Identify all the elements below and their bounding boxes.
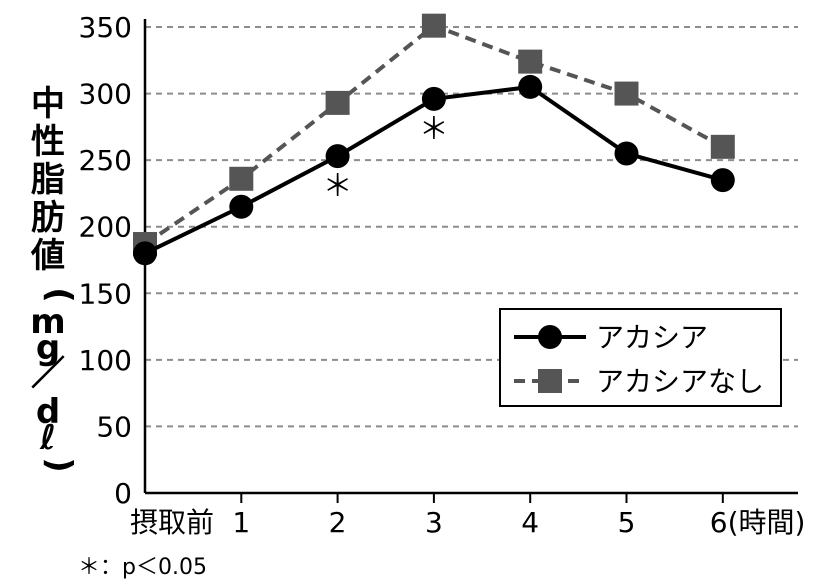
x-tick-label-1: 1 xyxy=(232,506,250,539)
significance-markers: ＊＊ xyxy=(323,112,449,204)
y-tick-label-50: 50 xyxy=(96,410,132,443)
point-1-6 xyxy=(710,134,735,159)
x-tick-label-6: 6(時間) xyxy=(710,506,806,539)
legend-marker-1 xyxy=(538,369,562,393)
y-label-char-3: 肪 xyxy=(31,198,65,238)
y-label-char-7: g xyxy=(36,328,60,368)
point-0-1 xyxy=(229,194,254,219)
point-0-6 xyxy=(710,168,735,193)
y-tick-label-350: 350 xyxy=(79,11,132,44)
x-tick-label-0: 摂取前 xyxy=(130,506,214,539)
x-tick-labels: 摂取前 1 2 3 4 5 6(時間) xyxy=(130,506,805,539)
point-0-3 xyxy=(421,86,446,111)
point-0-0 xyxy=(133,241,157,266)
legend-label-1: アカシアなし xyxy=(596,365,764,398)
point-0-4 xyxy=(518,74,543,99)
footnote: ＊：p＜0.05 xyxy=(78,555,207,580)
point-1-5 xyxy=(614,81,639,106)
y-tick-labels: 0 50 100 150 200 250 300 350 xyxy=(79,11,132,510)
significance-marker-1: ＊ xyxy=(419,112,449,147)
point-1-4 xyxy=(518,49,543,74)
axes xyxy=(143,19,798,503)
x-tick-label-4: 4 xyxy=(521,506,539,539)
y-tick-label-150: 150 xyxy=(79,277,132,310)
point-1-1 xyxy=(229,166,254,191)
series-layer xyxy=(133,13,735,266)
y-label-char-2: 脂 xyxy=(31,160,65,200)
y-tick-label-250: 250 xyxy=(79,144,132,177)
legend-label-0: アカシア xyxy=(596,321,708,354)
y-tick-label-200: 200 xyxy=(79,211,132,244)
y-tick-label-0: 0 xyxy=(114,477,132,510)
legend-marker-0 xyxy=(538,325,562,349)
y-label-char-5: ( xyxy=(39,287,79,303)
significance-marker-0: ＊ xyxy=(323,169,353,204)
y-label-char-4: 値 xyxy=(30,236,65,276)
y-label-char-6: m xyxy=(30,302,65,342)
y-tick-label-100: 100 xyxy=(79,344,132,377)
y-label-char-11: ) xyxy=(39,457,79,473)
x-tick-label-2: 2 xyxy=(329,506,347,539)
y-label-char-9: d xyxy=(36,392,60,432)
x-tick-label-5: 5 xyxy=(618,506,636,539)
point-0-5 xyxy=(614,141,639,166)
y-tick-label-300: 300 xyxy=(79,78,132,111)
y-label-char-10: ℓ xyxy=(39,418,56,458)
point-1-2 xyxy=(325,90,350,115)
x-tick-label-3: 3 xyxy=(425,506,443,539)
y-label-char-1: 性 xyxy=(31,122,65,162)
point-0-2 xyxy=(325,144,350,169)
point-1-3 xyxy=(421,13,446,38)
y-label-char-0: 中 xyxy=(31,84,65,124)
y-label-char-8: ／ xyxy=(31,354,65,394)
